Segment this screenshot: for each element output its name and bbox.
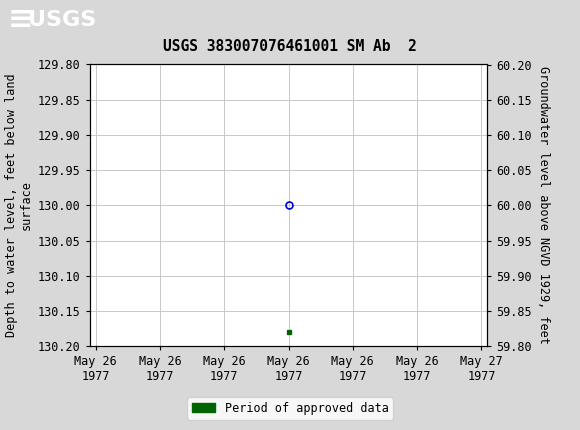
Y-axis label: Groundwater level above NGVD 1929, feet: Groundwater level above NGVD 1929, feet	[538, 66, 550, 344]
Text: USGS: USGS	[28, 10, 96, 30]
Y-axis label: Depth to water level, feet below land
surface: Depth to water level, feet below land su…	[5, 74, 32, 337]
Legend: Period of approved data: Period of approved data	[187, 397, 393, 420]
Text: USGS 383007076461001 SM Ab  2: USGS 383007076461001 SM Ab 2	[163, 39, 417, 54]
Text: ≡: ≡	[8, 5, 34, 34]
